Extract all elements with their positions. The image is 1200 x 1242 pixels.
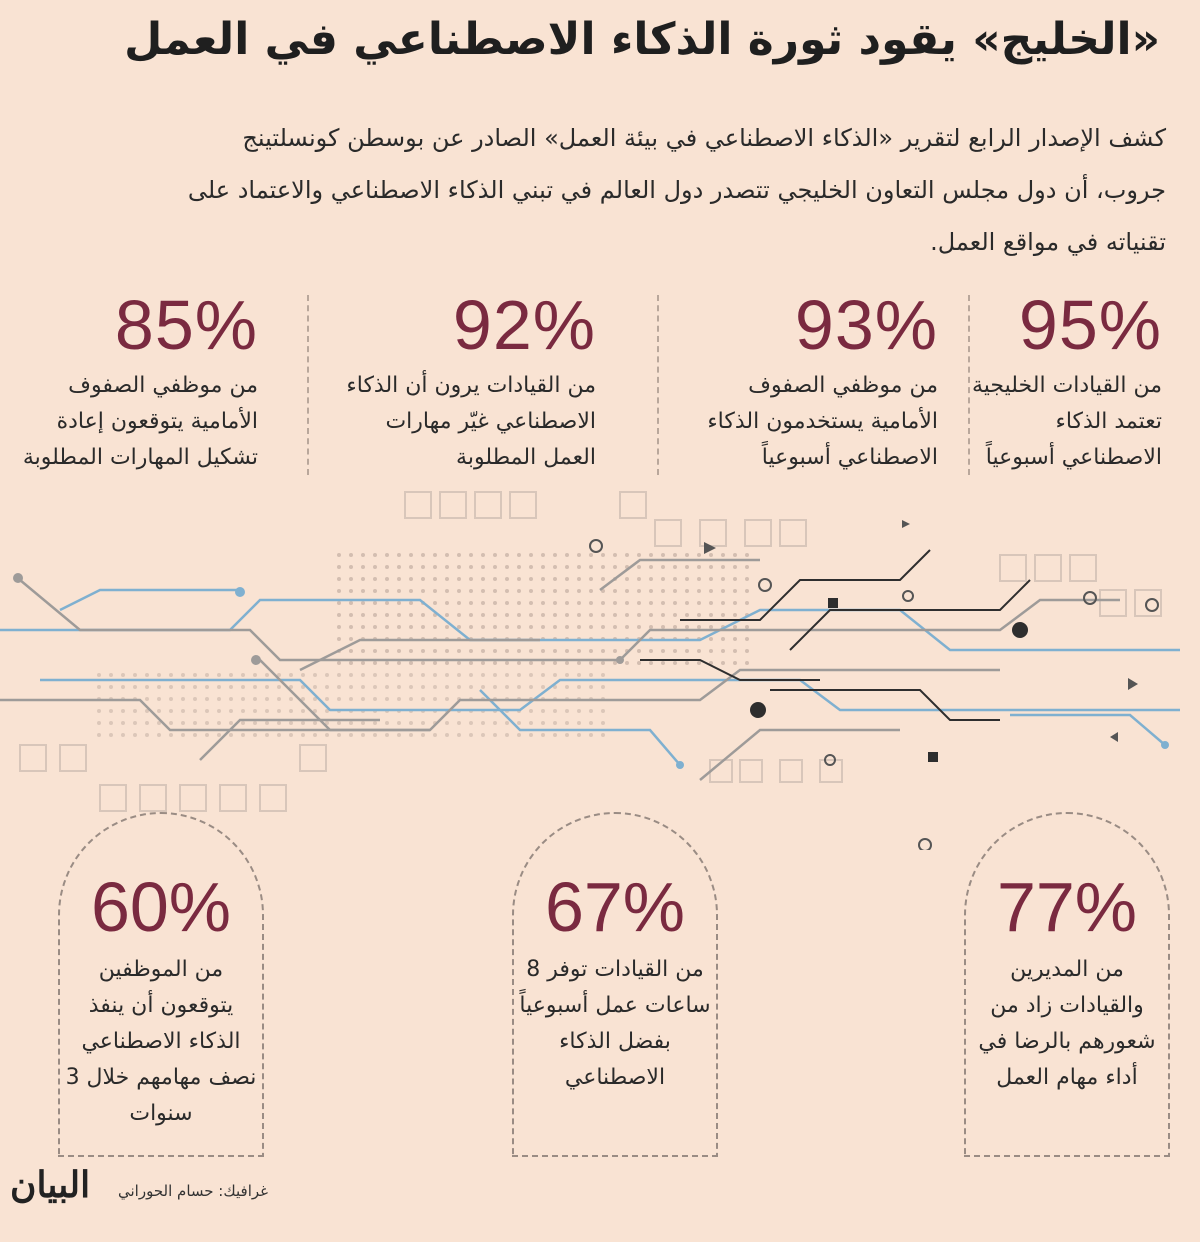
stat-percentage: 92% [452,286,596,364]
stat-description: من المديرين والقيادات زاد من شعورهم بالر… [978,957,1156,1090]
stat-description: من القيادات الخليجية تعتمد الذكاء الاصطن… [972,373,1162,470]
stat-percentage: 67% [544,868,686,946]
column-divider [657,295,659,475]
stat-card: 60% من الموظفين يتوقعون أن ينفذ الذكاء ا… [58,812,264,1157]
graphic-credit: غرافيك: حسام الحوراني [118,1182,268,1200]
stat-card: 92% من القيادات يرون أن الذكاء الاصطناعي… [336,290,596,476]
stat-percentage: 77% [996,868,1138,946]
stat-description: من القيادات توفر 8 ساعات عمل أسبوعياً بف… [519,957,711,1090]
column-divider [968,295,970,475]
intro-paragraph: كشف الإصدار الرابع لتقرير «الذكاء الاصطن… [187,124,1166,256]
stat-description: من القيادات يرون أن الذكاء الاصطناعي غيّ… [346,373,596,470]
stat-description: من موظفي الصفوف الأمامية يتوقعون إعادة ت… [22,373,258,470]
stat-description: من موظفي الصفوف الأمامية يستخدمون الذكاء… [707,373,938,470]
stat-description: من الموظفين يتوقعون أن ينفذ الذكاء الاصط… [65,957,257,1126]
page-title: «الخليج» يقود ثورة الذكاء الاصطناعي في ا… [124,14,1160,65]
circuit-decoration [0,491,1180,850]
stat-card: 67% من القيادات توفر 8 ساعات عمل أسبوعيا… [512,812,718,1157]
stat-card: 93% من موظفي الصفوف الأمامية يستخدمون ال… [698,290,938,476]
stat-card: 77% من المديرين والقيادات زاد من شعورهم … [964,812,1170,1157]
stat-card: 95% من القيادات الخليجية تعتمد الذكاء ال… [962,290,1162,476]
publisher-logo: البيان [10,1164,91,1206]
stat-card: 85% من موظفي الصفوف الأمامية يتوقعون إعا… [18,290,258,476]
stat-percentage: 60% [90,868,232,946]
column-divider [307,295,309,475]
stat-percentage: 93% [794,286,938,364]
stat-percentage: 95% [1018,286,1162,364]
stat-percentage: 85% [114,286,258,364]
